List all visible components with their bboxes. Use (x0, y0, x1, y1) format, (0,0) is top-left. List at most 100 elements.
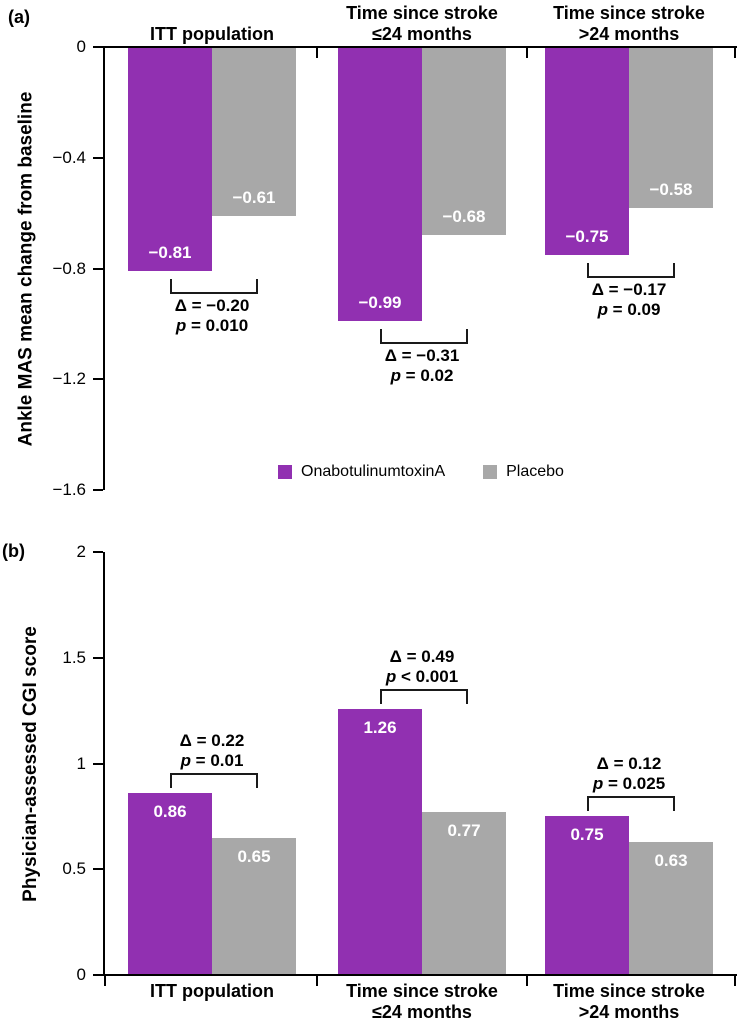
panel-a-delta-label-group1: Δ = −0.20 (174, 296, 250, 315)
panel-a-onabotulinumtoxina-bar-group2: −0.99 (338, 48, 422, 321)
panel-a-annotation-group3: Δ = −0.17 p = 0.09 (525, 280, 733, 320)
panel-b-boundary-tick-1 (316, 976, 318, 986)
panel-b-placebo-value-label-group1: 0.65 (237, 847, 271, 866)
panel-b-onabotulinumtoxina-bar-group2: 1.26 (338, 709, 422, 974)
panel-b-bracket-group1 (170, 773, 258, 788)
legend-label-placebo: Placebo (506, 463, 564, 480)
panel-b-onabotulinumtoxina-bar-group1: 0.86 (128, 793, 212, 974)
panel-a-bracket-group3 (587, 263, 675, 278)
panel-a-boundary-tick-1 (526, 48, 528, 58)
panel-a-delta-label-group3: Δ = −0.17 (591, 280, 667, 299)
panel-a-y-axis-line (103, 46, 105, 490)
panel-b-placebo-bar-group2: 0.77 (422, 812, 506, 974)
panel-b-ytick-4 (93, 974, 103, 976)
panel-b-placebo-bar-group1: 0.65 (212, 838, 296, 974)
panel-b-y-axis-line (103, 552, 105, 976)
panel-b-delta-label-group3: Δ = 0.12 (596, 754, 662, 773)
panel-b-label: (b) (2, 541, 25, 561)
panel-b-onabotulinumtoxina-value-label-group3: 0.75 (570, 825, 604, 844)
panel-a-p-value-group1: p = 0.010 (175, 316, 249, 335)
panel-a-bracket-group1 (170, 279, 258, 294)
panel-a-ytick-4 (93, 489, 103, 491)
panel-a-ytick-label-1: −0.4 (52, 148, 86, 167)
panel-a-ytick-label-0: 0 (76, 37, 86, 56)
panel-b-p-value-group1: p = 0.01 (180, 751, 244, 770)
panel-a-boundary-tick-0 (316, 48, 318, 58)
panel-b-boundary-tick-3 (734, 976, 736, 986)
panel-b-p-value-group2: p < 0.001 (385, 667, 459, 686)
legend-swatch-placebo (483, 465, 498, 479)
panel-a-onabotulinumtoxina-bar-group1: −0.81 (128, 48, 212, 271)
panel-a-category-group3: Time since stroke >24 months (489, 3, 738, 45)
panel-b-ytick-3 (93, 868, 103, 870)
panel-b-boundary-tick-0 (104, 976, 106, 986)
panel-a-ytick-label-3: −1.2 (52, 369, 86, 388)
panel-b-bracket-group3 (587, 796, 675, 811)
panel-b-ytick-label-3: 0.5 (62, 859, 86, 878)
panel-b-category-group3-line2: >24 months (578, 1002, 680, 1022)
panel-b-placebo-bar-group3: 0.63 (629, 842, 713, 974)
legend-label-onabotulinumtoxina: OnabotulinumtoxinA (301, 463, 446, 480)
panel-a-category-group3-line1: Time since stroke (553, 3, 705, 23)
panel-a-label: (a) (8, 7, 30, 27)
panel-a-category-group1: ITT population (72, 24, 352, 45)
panel-a-ytick-3 (93, 378, 103, 380)
panel-a-annotation-group2: Δ = −0.31 p = 0.02 (318, 346, 526, 386)
panel-a-ytick-label-4: −1.6 (52, 480, 86, 499)
panel-b-ytick-label-1: 1.5 (62, 648, 86, 667)
panel-b-category-group2-line2: ≤24 months (372, 1002, 472, 1022)
panel-b-category-group3-line1: Time since stroke (553, 981, 705, 1001)
panel-b-ytick-1 (93, 657, 103, 659)
panel-a-category-group1-line1: ITT population (150, 24, 274, 44)
legend: OnabotulinumtoxinA Placebo (105, 463, 737, 481)
panel-b-boundary-tick-2 (526, 976, 528, 986)
panel-b-category-group1: ITT population (72, 981, 352, 1002)
panel-b-category-group3: Time since stroke >24 months (489, 981, 738, 1023)
panel-b-category-group1-line1: ITT population (150, 981, 274, 1001)
panel-b-ytick-0 (93, 551, 103, 553)
panel-b-onabotulinumtoxina-bar-group3: 0.75 (545, 816, 629, 974)
panel-b-ytick-label-4: 0 (76, 965, 86, 984)
panel-a-onabotulinumtoxina-bar-group3: −0.75 (545, 48, 629, 255)
panel-b-p-value-group3: p = 0.025 (592, 774, 666, 793)
panel-a-ytick-1 (93, 157, 103, 159)
panel-a-ytick-label-2: −0.8 (52, 259, 86, 278)
panel-b-annotation-group3: Δ = 0.12 p = 0.025 (525, 754, 733, 794)
panel-b-category-group2-line1: Time since stroke (346, 981, 498, 1001)
panel-b-ytick-label-0: 2 (76, 542, 86, 561)
panel-a-onabotulinumtoxina-value-label-group1: −0.81 (148, 243, 192, 262)
panel-b-delta-label-group2: Δ = 0.49 (389, 647, 455, 666)
panel-a-category-group2-line2: ≤24 months (372, 24, 472, 44)
panel-a-annotation-group1: Δ = −0.20 p = 0.010 (108, 296, 316, 336)
panel-a-p-value-group3: p = 0.09 (597, 300, 661, 319)
panel-b-category-group2: Time since stroke ≤24 months (282, 981, 562, 1023)
panel-a-placebo-value-label-group2: −0.68 (442, 207, 486, 226)
panel-b-x-axis-line (103, 974, 737, 976)
panel-a-category-group2-line1: Time since stroke (346, 3, 498, 23)
panel-b-ytick-label-2: 1 (76, 754, 86, 773)
legend-item-onabotulinumtoxina: OnabotulinumtoxinA (278, 463, 445, 481)
panel-a-ytick-0 (93, 46, 103, 48)
panel-a-x-axis-line (103, 46, 737, 48)
panel-a-placebo-bar-group2: −0.68 (422, 48, 506, 235)
legend-item-placebo: Placebo (483, 463, 564, 481)
panel-a-category-group3-line2: >24 months (578, 24, 680, 44)
panel-a-placebo-value-label-group1: −0.61 (232, 188, 276, 207)
panel-a-ytick-2 (93, 268, 103, 270)
panel-a-placebo-bar-group1: −0.61 (212, 48, 296, 216)
panel-b-onabotulinumtoxina-value-label-group2: 1.26 (363, 718, 397, 737)
panel-a-boundary-tick-2 (734, 48, 736, 58)
panel-b-ytick-2 (93, 763, 103, 765)
panel-b-delta-label-group1: Δ = 0.22 (179, 731, 245, 750)
panel-a-onabotulinumtoxina-value-label-group2: −0.99 (358, 293, 402, 312)
panel-b-onabotulinumtoxina-value-label-group1: 0.86 (153, 802, 187, 821)
panel-a-category-group2: Time since stroke ≤24 months (282, 3, 562, 45)
panel-b-placebo-value-label-group3: 0.63 (654, 851, 688, 870)
panel-a-p-value-group2: p = 0.02 (390, 366, 454, 385)
panel-a-placebo-bar-group3: −0.58 (629, 48, 713, 208)
panel-b-placebo-value-label-group2: 0.77 (447, 821, 481, 840)
legend-swatch-onabotulinumtoxina (278, 465, 293, 479)
panel-a-delta-label-group2: Δ = −0.31 (384, 346, 460, 365)
